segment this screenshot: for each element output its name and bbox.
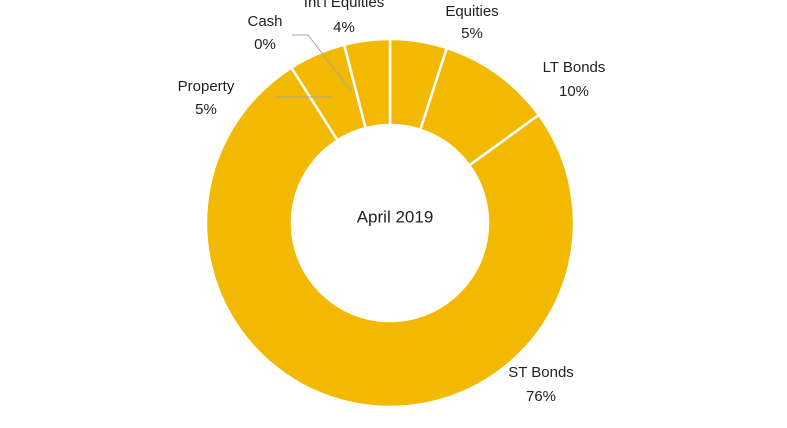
category-label: Cash (247, 13, 282, 30)
category-label: Property (178, 78, 235, 95)
donut-segment (342, 37, 392, 130)
value-label: 5% (461, 25, 483, 42)
donut-segment (204, 65, 576, 409)
center-label: April 2019 (357, 207, 434, 226)
category-label: Equities (445, 3, 498, 20)
value-label: 4% (333, 19, 355, 36)
value-label: 10% (559, 83, 589, 100)
category-label: Int'l Equities (304, 0, 384, 11)
leader-line (292, 34, 353, 93)
value-label: 5% (195, 101, 217, 118)
category-label: ST Bonds (508, 364, 574, 381)
value-label: 0% (254, 36, 276, 53)
value-label: 76% (526, 388, 556, 405)
category-label: LT Bonds (543, 59, 606, 76)
